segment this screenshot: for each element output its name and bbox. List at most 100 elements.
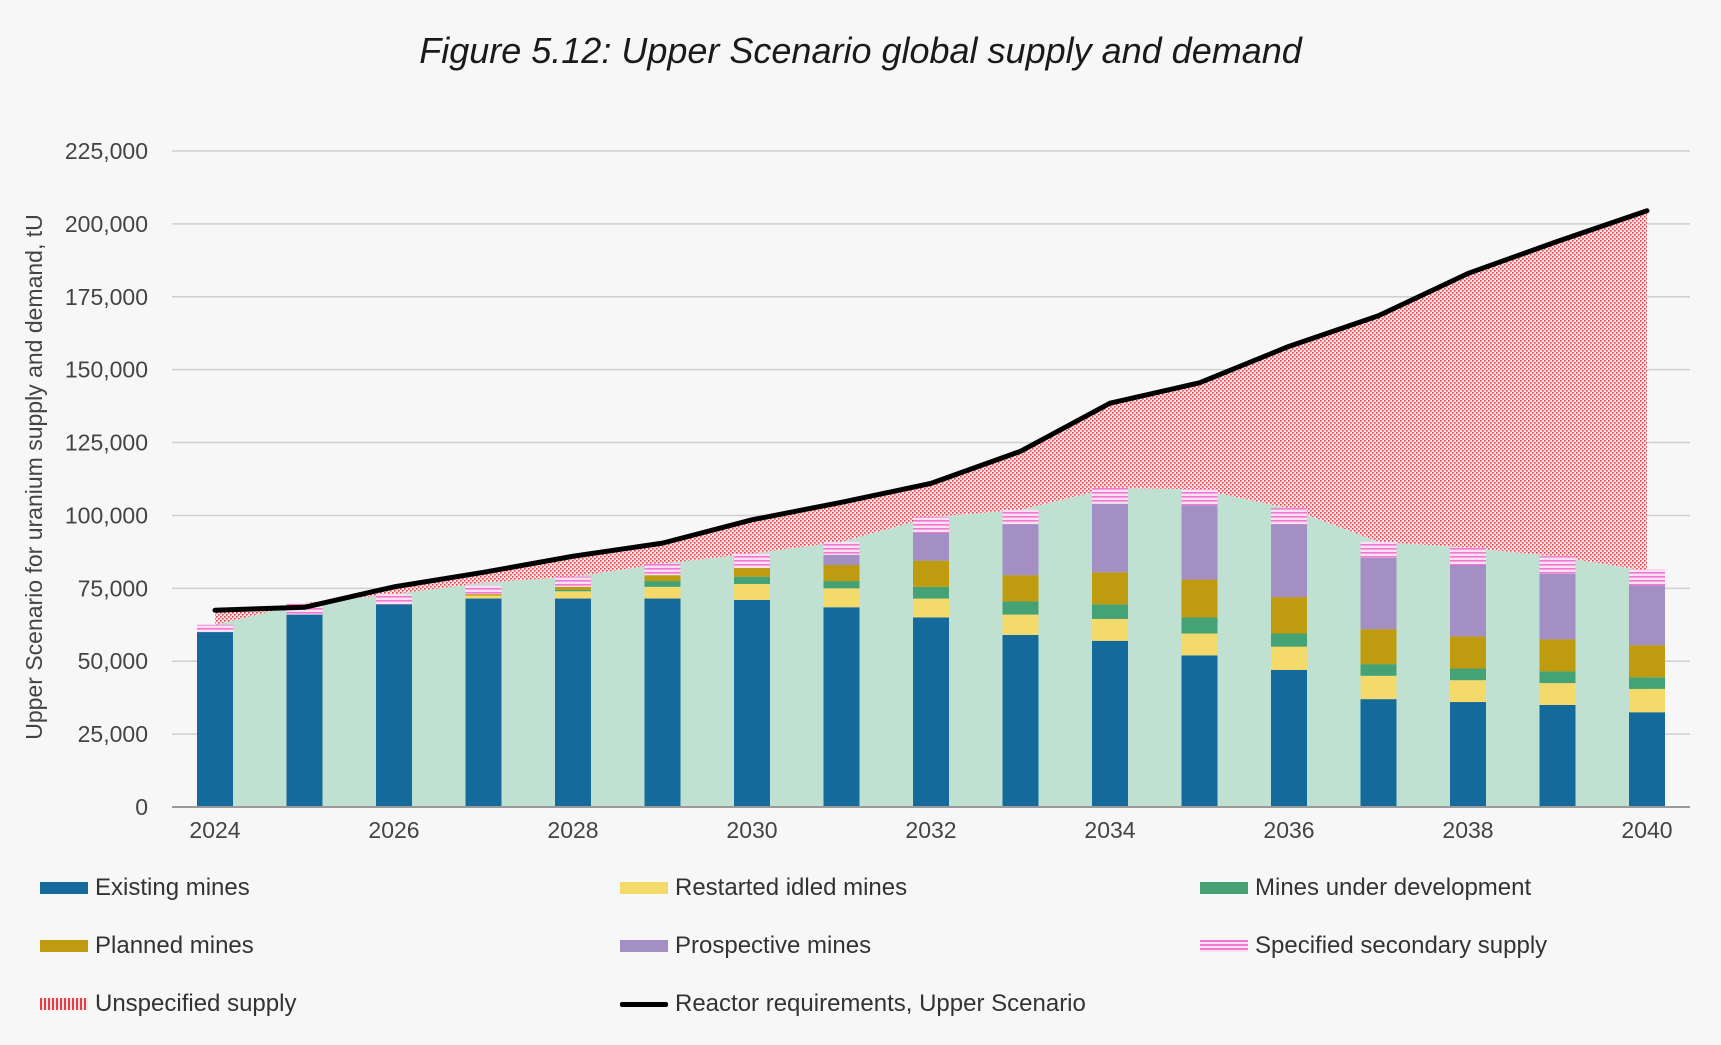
bar-specified-secondary-supply-2036 — [1271, 508, 1307, 525]
bar-specified-secondary-supply-2033 — [1002, 509, 1039, 525]
legend-swatch-unspecified-supply — [40, 998, 88, 1010]
bar-planned-mines-2029 — [644, 575, 681, 582]
bar-existing-mines-2028 — [555, 598, 591, 807]
x-tick-label: 2040 — [1621, 817, 1672, 843]
x-tick-label: 2036 — [1263, 817, 1314, 843]
bar-specified-secondary-supply-2029 — [644, 563, 681, 576]
y-tick-label: 50,000 — [78, 648, 148, 674]
legend-swatch-planned-mines — [40, 940, 88, 952]
bar-existing-mines-2032 — [913, 617, 949, 807]
legend-label: Reactor requirements, Upper Scenario — [675, 990, 1086, 1017]
bar-planned-mines-2031 — [823, 565, 860, 582]
legend-swatch-specified-secondary-supply — [1200, 940, 1248, 952]
bar-prospective-mines-2035 — [1181, 505, 1218, 580]
x-tick-label: 2038 — [1442, 817, 1493, 843]
bar-mines-under-development-2033 — [1002, 601, 1039, 615]
y-axis-title: Upper Scenario for uranium supply and de… — [21, 214, 47, 739]
bar-planned-mines-2033 — [1002, 575, 1039, 602]
bar-mines-under-development-2039 — [1539, 671, 1576, 684]
bar-existing-mines-2027 — [465, 598, 502, 807]
bar-planned-mines-2028 — [555, 586, 591, 590]
bar-restarted-idled-mines-2034 — [1092, 618, 1128, 641]
bar-planned-mines-2036 — [1271, 597, 1307, 634]
bar-restarted-idled-mines-2030 — [734, 583, 770, 600]
bar-existing-mines-2026 — [376, 604, 412, 807]
bar-existing-mines-2034 — [1092, 640, 1128, 807]
bar-mines-under-development-2038 — [1450, 668, 1486, 681]
legend-label: Existing mines — [95, 874, 250, 901]
legend-label: Unspecified supply — [95, 990, 297, 1017]
bar-mines-under-development-2030 — [734, 576, 770, 584]
bar-specified-secondary-supply-2030 — [734, 553, 770, 568]
bar-planned-mines-2035 — [1181, 579, 1218, 618]
bar-planned-mines-2037 — [1360, 629, 1397, 665]
legend-label: Specified secondary supply — [1255, 932, 1548, 959]
bar-restarted-idled-mines-2035 — [1181, 633, 1218, 656]
bar-mines-under-development-2031 — [823, 581, 860, 589]
bar-mines-under-development-2028 — [555, 589, 591, 592]
legend-item-planned-mines: Planned mines — [40, 930, 620, 962]
bar-prospective-mines-2036 — [1271, 524, 1307, 598]
bar-specified-secondary-supply-2039 — [1539, 556, 1576, 574]
legend-label: Planned mines — [95, 932, 254, 959]
bar-restarted-idled-mines-2028 — [555, 591, 591, 599]
bar-planned-mines-2034 — [1092, 572, 1128, 605]
unspecified-supply-area — [215, 210, 1647, 625]
legend-item-prospective-mines: Prospective mines — [620, 930, 1200, 962]
bar-specified-secondary-supply-2032 — [913, 516, 949, 533]
x-tick-label: 2028 — [547, 817, 598, 843]
bar-restarted-idled-mines-2032 — [913, 598, 949, 618]
legend-label: Prospective mines — [675, 932, 872, 959]
x-tick-label: 2030 — [726, 817, 777, 843]
y-tick-label: 125,000 — [65, 430, 148, 456]
y-tick-label: 100,000 — [65, 502, 148, 528]
bar-existing-mines-2024 — [197, 632, 233, 807]
bar-prospective-mines-2037 — [1360, 557, 1397, 630]
bar-specified-secondary-supply-2024 — [197, 624, 233, 633]
legend-item-unspecified-supply: Unspecified supply — [40, 988, 620, 1020]
legend-item-existing-mines: Existing mines — [40, 872, 620, 904]
y-tick-label: 150,000 — [65, 357, 148, 383]
bar-mines-under-development-2034 — [1092, 604, 1128, 619]
legend-swatch-restarted-idled-mines — [620, 882, 668, 894]
bar-existing-mines-2025 — [286, 614, 323, 807]
bar-existing-mines-2039 — [1539, 704, 1576, 807]
legend-item-reactor-requirements: Reactor requirements, Upper Scenario — [620, 988, 1200, 1020]
bar-planned-mines-2038 — [1450, 636, 1486, 669]
bar-planned-mines-2027 — [465, 594, 502, 596]
bar-specified-secondary-supply-2040 — [1629, 569, 1665, 586]
bar-existing-mines-2040 — [1629, 712, 1665, 807]
legend-label: Mines under development — [1255, 874, 1532, 901]
bar-restarted-idled-mines-2037 — [1360, 675, 1397, 700]
legend-item-specified-secondary-supply: Specified secondary supply — [1200, 930, 1700, 962]
legend-swatch-existing-mines — [40, 882, 88, 894]
bar-planned-mines-2040 — [1629, 645, 1665, 678]
x-tick-label: 2032 — [905, 817, 956, 843]
legend-label: Restarted idled mines — [675, 874, 908, 901]
bar-existing-mines-2038 — [1450, 702, 1486, 807]
bar-existing-mines-2036 — [1271, 669, 1307, 807]
bar-existing-mines-2029 — [644, 598, 681, 807]
bar-specified-secondary-supply-2026 — [376, 594, 412, 605]
bar-mines-under-development-2036 — [1271, 633, 1307, 647]
bar-prospective-mines-2040 — [1629, 585, 1665, 646]
bar-mines-under-development-2040 — [1629, 677, 1665, 689]
y-tick-label: 0 — [135, 794, 148, 820]
chart-title: Figure 5.12: Upper Scenario global suppl… — [419, 30, 1302, 71]
bar-mines-under-development-2035 — [1181, 617, 1218, 634]
bar-restarted-idled-mines-2039 — [1539, 683, 1576, 705]
legend: Existing mines Restarted idled mines Min… — [40, 872, 1700, 1020]
bar-specified-secondary-supply-2031 — [823, 541, 860, 555]
bar-existing-mines-2030 — [734, 599, 770, 807]
bar-prospective-mines-2039 — [1539, 573, 1576, 640]
bar-restarted-idled-mines-2029 — [644, 586, 681, 599]
y-tick-label: 25,000 — [78, 721, 148, 747]
legend-swatch-prospective-mines — [620, 940, 668, 952]
bar-planned-mines-2039 — [1539, 639, 1576, 672]
bar-specified-secondary-supply-2037 — [1360, 541, 1397, 558]
bar-existing-mines-2035 — [1181, 655, 1218, 807]
bar-restarted-idled-mines-2033 — [1002, 614, 1039, 635]
x-tick-label: 2026 — [368, 817, 419, 843]
y-tick-label: 200,000 — [65, 211, 148, 237]
bar-specified-secondary-supply-2035 — [1181, 489, 1218, 506]
